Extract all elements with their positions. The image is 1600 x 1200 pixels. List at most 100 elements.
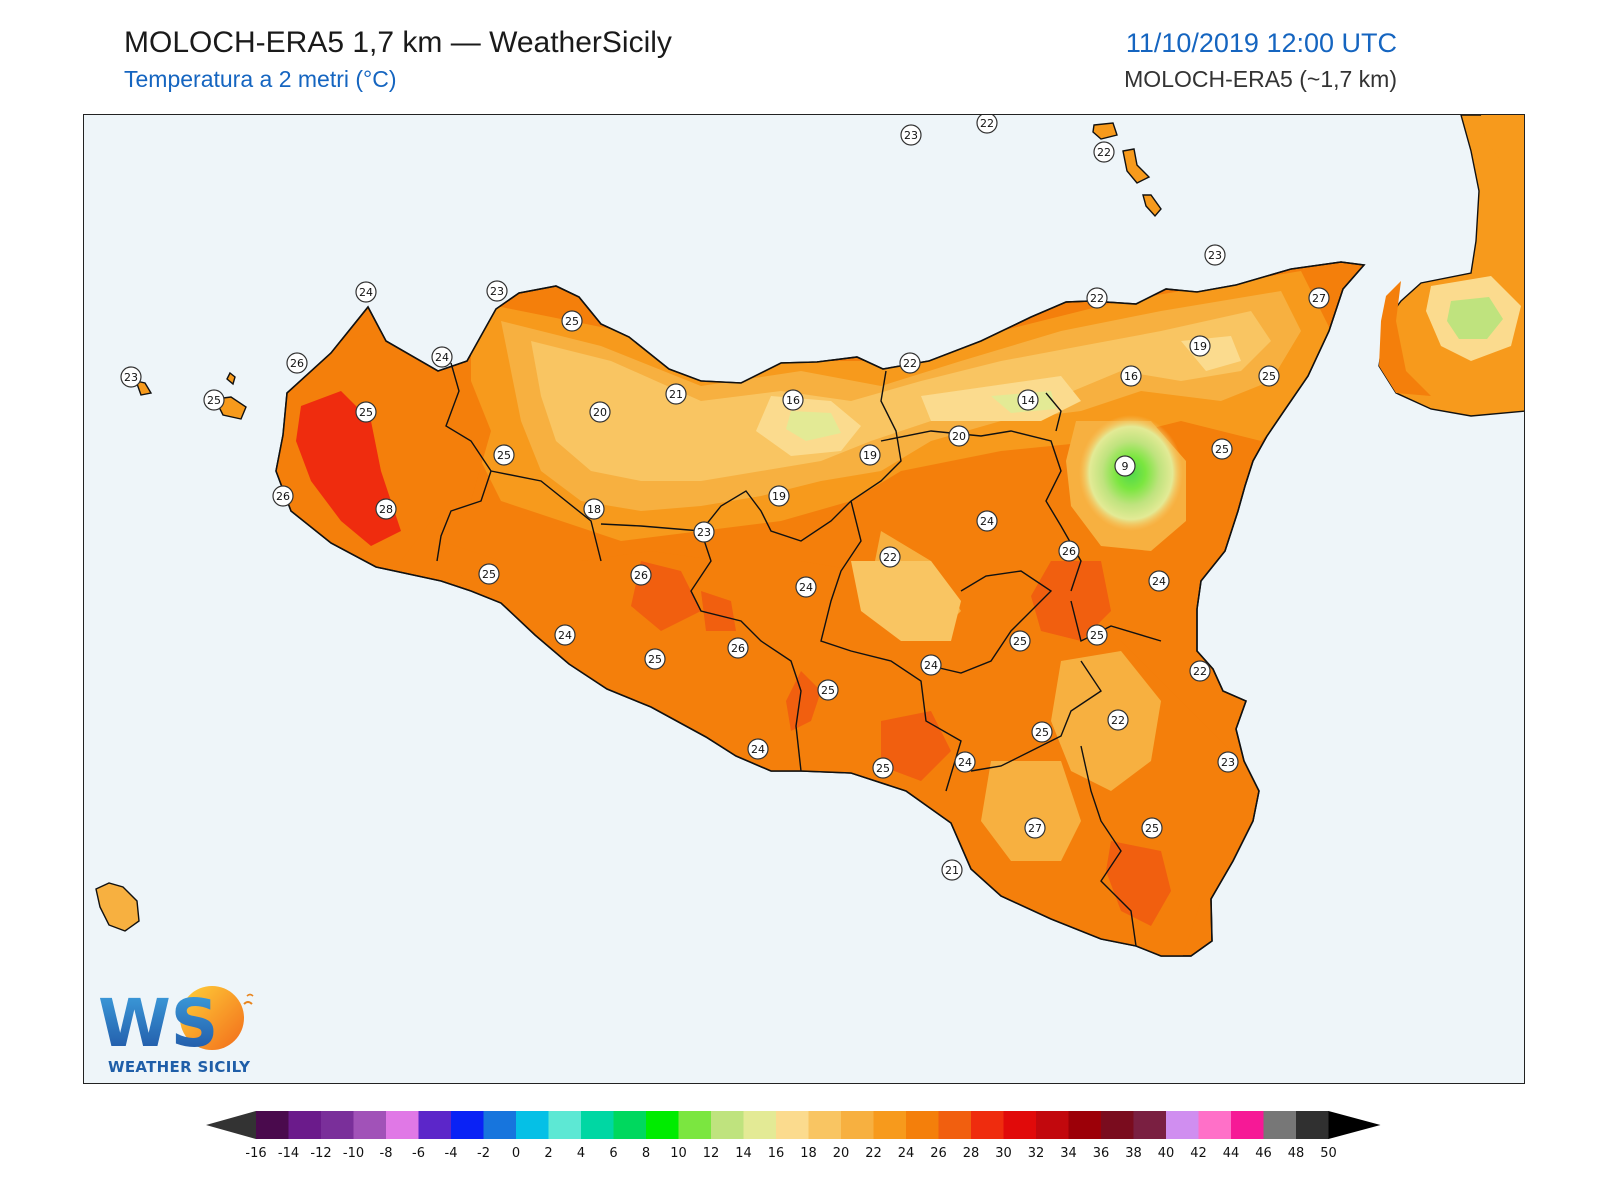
station-marker-circle [1107,709,1129,731]
station-value: 25 [1145,822,1159,835]
station-value: 26 [290,357,304,370]
station-marker-circle [355,401,377,423]
station-marker: 26 [272,485,294,507]
colorbar-swatch [906,1111,939,1139]
station-marker-circle [286,352,308,374]
colorbar-swatch [646,1111,679,1139]
station-marker-circle [1017,389,1039,411]
aeolian-island-3 [1142,194,1162,218]
station-value: 16 [1124,370,1138,383]
station-marker-circle [693,521,715,543]
station-value: 26 [731,642,745,655]
station-marker: 24 [431,346,453,368]
colorbar-swatch [1263,1111,1297,1139]
station-marker: 19 [859,444,881,466]
station-marker: 26 [1058,540,1080,562]
station-marker: 19 [768,485,790,507]
colorbar-swatch [353,1111,387,1139]
aeolian-island-1 [1092,122,1118,140]
station-marker: 25 [493,444,515,466]
station-value: 24 [751,743,765,756]
colorbar-tick-label: 10 [670,1146,687,1161]
colorbar-swatch [678,1111,712,1139]
station-marker: 24 [355,281,377,303]
station-value: 23 [490,285,504,298]
colorbar-swatch [938,1111,972,1139]
southeast-cool-zone [981,761,1081,861]
colorbar-swatch [581,1111,614,1139]
station-marker: 23 [900,124,922,146]
colorbar-swatch [1068,1111,1102,1139]
station-marker-circle [899,352,921,374]
station-marker: 24 [1148,570,1170,592]
station-value: 25 [565,315,579,328]
station-marker-circle [355,281,377,303]
station-marker: 20 [589,401,611,423]
station-marker-circle [561,310,583,332]
station-marker: 27 [1024,817,1046,839]
station-marker: 25 [355,401,377,423]
station-value: 22 [883,551,897,564]
colorbar-low-arrow [206,1111,256,1139]
zone-28c-west [296,391,401,546]
station-value: 26 [634,569,648,582]
station-marker: 24 [795,576,817,598]
station-marker: 26 [630,564,652,586]
station-value: 25 [1262,370,1276,383]
colorbar-swatch [873,1111,907,1139]
map-title: MOLOCH-ERA5 1,7 km — WeatherSicily [124,26,672,59]
colorbar-tick-label: 12 [703,1146,720,1161]
colorbar-swatch [1231,1111,1264,1139]
station-value: 22 [1097,146,1111,159]
station-marker: 25 [1211,438,1233,460]
colorbar-swatch [711,1111,744,1139]
station-marker-circle [1258,365,1280,387]
colorbar-swatch [451,1111,484,1139]
colorbar-tick-label: 50 [1320,1146,1337,1161]
logo-letters: WS [98,985,218,1062]
station-marker: 27 [1308,287,1330,309]
station-marker-circle [493,444,515,466]
station-marker-circle [900,124,922,146]
colorbar-tick-label: 14 [735,1146,752,1161]
station-marker-circle [1211,438,1233,460]
station-value: 24 [924,659,938,672]
colorbar-tick-label: -4 [445,1146,458,1161]
station-value: 22 [1193,665,1207,678]
station-value: 24 [558,629,572,642]
province-borders [436,362,1162,947]
station-value: 19 [863,449,877,462]
station-marker-circle [747,738,769,760]
station-marker-circle [120,366,142,388]
zone-26c-west [276,331,491,561]
colorbar-tick-label: 26 [930,1146,947,1161]
station-marker-circle [768,485,790,507]
station-marker: 23 [693,521,715,543]
ws-logo-icon: WS [98,985,254,1062]
station-marker: 25 [1031,721,1053,743]
station-value: 24 [799,581,813,594]
station-marker-circle [954,751,976,773]
interior-cool-zone [851,561,961,641]
station-marker-circle [872,757,894,779]
station-marker-circle [1217,751,1239,773]
temperature-map: 23 22 22 23 24 23 25 22 27 26 24 19 23 25 25 20 21 16 22 16… [84,115,1524,1083]
station-marker: 25 [1258,365,1280,387]
station-marker-circle [795,576,817,598]
colorbar-swatch [386,1111,419,1139]
colorbar-swatch [613,1111,647,1139]
colorbar-swatch [1003,1111,1037,1139]
colorbar-swatch [1036,1111,1069,1139]
station-value: 24 [958,756,972,769]
station-marker-circle [1189,660,1211,682]
station-marker-circle [203,389,225,411]
station-marker: 25 [1009,630,1031,652]
station-value: 26 [1062,545,1076,558]
colorbar-swatch [1296,1111,1329,1139]
station-marker: 9 [1114,455,1136,477]
colorbar-tick-label: -16 [245,1146,266,1161]
colorbar-swatch [1101,1111,1134,1139]
weather-sicily-logo: WS WEATHER SICILY [94,982,254,1077]
station-value: 19 [1193,340,1207,353]
calabria-north-tip [1481,115,1524,180]
